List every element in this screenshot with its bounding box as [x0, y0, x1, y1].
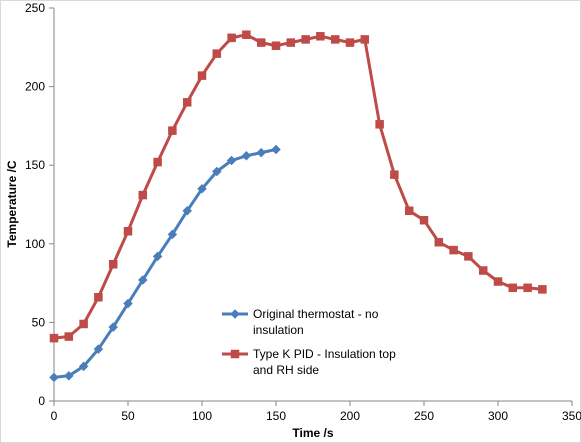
data-point-marker [212, 49, 222, 58]
x-tick-label: 150 [266, 409, 286, 423]
data-point-marker [256, 38, 266, 47]
data-point-marker [449, 245, 458, 255]
y-tick-label: 50 [32, 315, 46, 329]
data-point-marker [123, 298, 133, 309]
data-point-marker [478, 266, 488, 275]
x-tick-label: 250 [414, 409, 434, 423]
data-point-marker [197, 183, 207, 194]
data-point-marker [464, 252, 473, 261]
series-layer [49, 30, 547, 383]
y-tick-label: 100 [25, 237, 45, 251]
y-tick-label: 250 [25, 1, 45, 15]
data-point-marker [182, 205, 193, 216]
data-point-marker [182, 98, 192, 107]
data-point-marker [49, 372, 59, 383]
series-line [52, 33, 544, 340]
data-point-marker [271, 41, 281, 50]
legend-label: Type K PID - Insulation top [253, 347, 396, 361]
data-point-marker [316, 32, 325, 41]
data-point-marker [94, 292, 103, 302]
y-tick-label: 150 [25, 158, 45, 172]
data-point-marker [508, 283, 518, 293]
legend-marker [230, 349, 240, 359]
data-point-marker [375, 120, 384, 129]
data-point-marker [153, 157, 162, 167]
legend-entry-1: Original thermostat - no insulation [222, 307, 379, 337]
legend-entry-2: Type K PID - Insulation top and RH side [222, 347, 396, 377]
data-point-marker [523, 283, 532, 293]
x-tick-label: 0 [51, 409, 58, 423]
x-tick-label: 200 [340, 409, 360, 423]
legend-marker [230, 309, 240, 319]
x-tick-label: 100 [192, 409, 212, 423]
data-point-marker [123, 226, 133, 236]
x-tick-label: 350 [562, 409, 581, 423]
data-point-marker [345, 38, 355, 47]
data-point-marker [419, 215, 429, 225]
data-point-marker [93, 344, 104, 354]
y-tick-label: 0 [38, 394, 45, 408]
data-point-marker [168, 126, 177, 135]
data-point-marker [49, 333, 59, 343]
data-point-marker [138, 190, 148, 200]
data-point-marker [197, 71, 207, 80]
legend-label: insulation [253, 323, 304, 337]
y-axis-title: Temperature /C [5, 160, 19, 247]
data-point-marker [242, 30, 251, 39]
data-point-marker [227, 33, 236, 43]
data-point-marker [226, 155, 237, 166]
x-axis-title: Time /s [292, 426, 333, 440]
legend-label: and RH side [253, 363, 319, 377]
data-point-marker [64, 332, 74, 341]
data-point-marker [360, 35, 370, 44]
data-point-marker [434, 237, 444, 247]
data-point-marker [390, 170, 399, 179]
data-point-marker [241, 150, 252, 161]
legend: Original thermostat - no insulation Type K… [222, 307, 396, 377]
data-point-marker [211, 166, 222, 177]
x-tick-label: 300 [488, 409, 508, 423]
data-point-marker [404, 206, 414, 216]
data-point-marker [271, 144, 281, 155]
series-2 [49, 30, 547, 343]
data-point-marker [78, 361, 89, 372]
data-point-marker [493, 277, 503, 286]
data-point-marker [137, 275, 148, 285]
series-line [52, 148, 278, 379]
legend-label: Original thermostat - no [253, 307, 379, 321]
series-1 [49, 144, 281, 383]
y-tick-label: 200 [25, 80, 45, 94]
x-tick-label: 50 [121, 409, 135, 423]
data-point-marker [108, 322, 119, 332]
data-point-marker [63, 370, 74, 381]
data-point-marker [286, 38, 296, 47]
data-point-marker [152, 251, 163, 262]
data-point-marker [330, 35, 340, 44]
data-point-marker [256, 147, 267, 158]
data-point-marker [79, 319, 88, 329]
data-point-marker [167, 229, 178, 240]
data-point-marker [301, 35, 310, 44]
data-point-marker [538, 285, 547, 294]
data-point-marker [108, 259, 118, 269]
